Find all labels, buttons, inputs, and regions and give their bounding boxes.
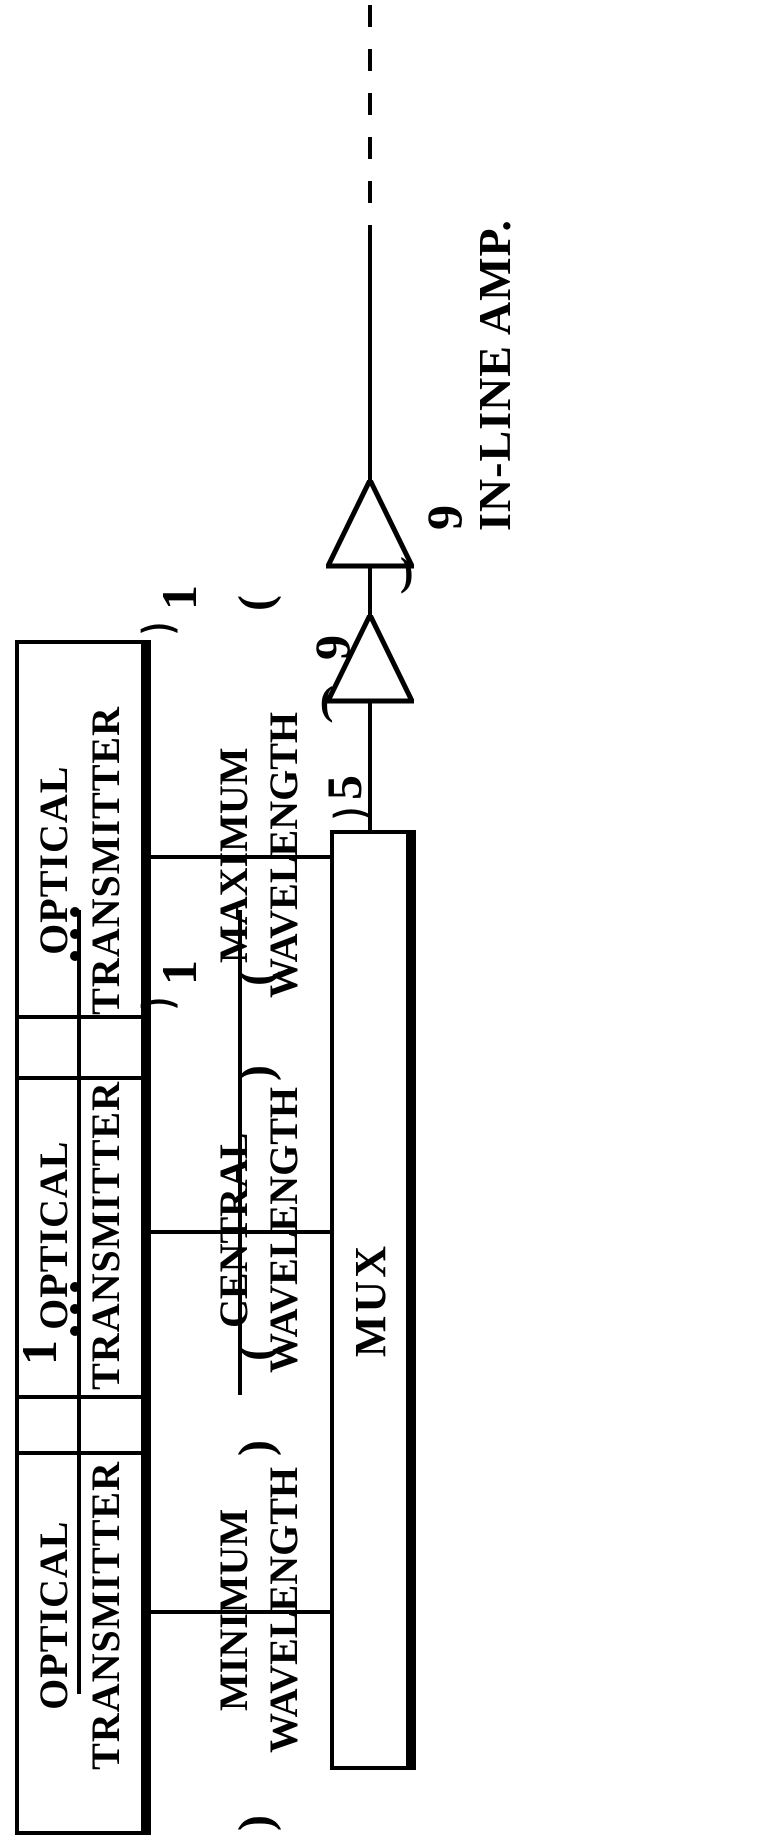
ref-9b: 9 xyxy=(415,505,473,530)
line-tx1-mux xyxy=(77,910,81,1694)
inline-amp-label: IN-LINE AMP. xyxy=(468,130,521,620)
ref-curve-9a: ( xyxy=(320,677,333,724)
ref-1b: 1 xyxy=(150,960,208,985)
wire-min xyxy=(76,1395,80,1396)
paren-close-2: ) xyxy=(228,1440,283,1456)
paren-open-3: ( xyxy=(228,595,283,611)
paren-close-1: ) xyxy=(228,1815,283,1831)
ref-1c: 1 xyxy=(150,585,208,610)
ref-curve-1b: ⁀ xyxy=(143,1000,175,1047)
mux-label: MUX xyxy=(345,1243,396,1357)
amp-out-line xyxy=(368,225,372,485)
mux-out-line-1 xyxy=(368,700,372,830)
ref-curve-5: ⁀ xyxy=(335,810,367,857)
tx-to-mux-2 xyxy=(148,1230,330,1234)
ref-9a: 9 xyxy=(303,635,361,660)
mux-box: MUX xyxy=(330,830,410,1770)
dashed-line xyxy=(368,5,372,225)
tx-to-mux-3 xyxy=(148,855,330,859)
amp-triangle-1 xyxy=(326,615,414,705)
ref-curve-9b: ) xyxy=(400,548,413,595)
paren-close-3: ) xyxy=(228,1065,283,1081)
ref-curve-1c: ⁀ xyxy=(143,625,175,672)
tx-to-mux-1 xyxy=(175,1610,330,1614)
ref-5: 5 xyxy=(315,775,373,800)
tx-to-mux-1b xyxy=(148,1610,177,1614)
amp-inter-line xyxy=(368,565,372,620)
